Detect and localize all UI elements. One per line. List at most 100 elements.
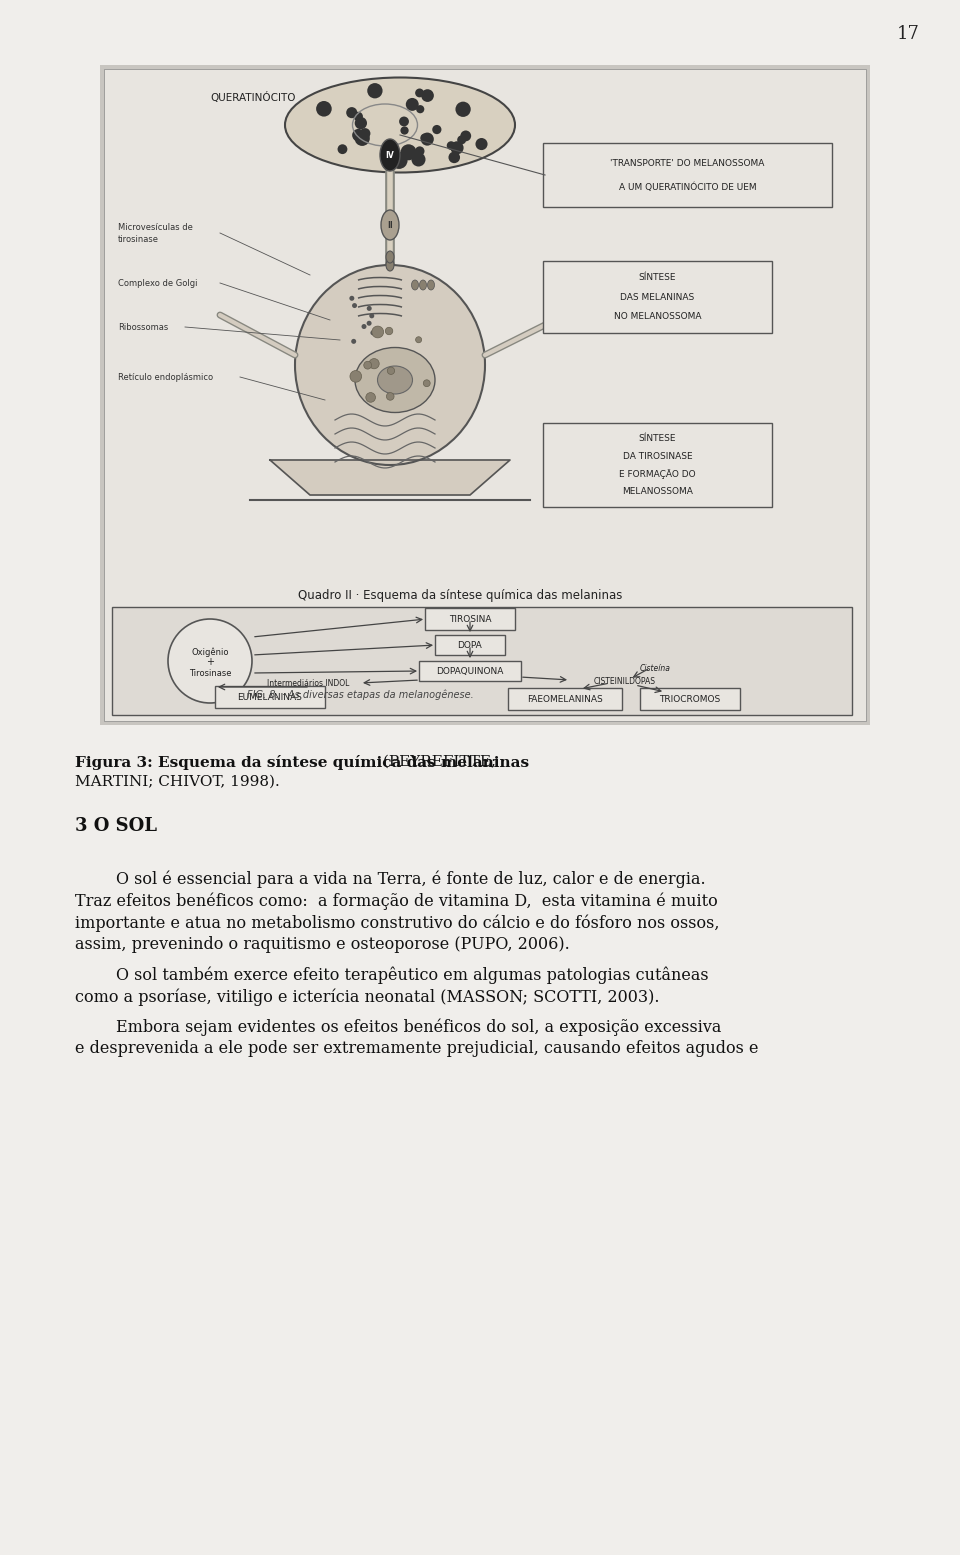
Circle shape: [385, 327, 393, 334]
Text: 'TRANSPORTE' DO MELANOSSOMA: 'TRANSPORTE' DO MELANOSSOMA: [611, 159, 765, 168]
Text: Oxigênio: Oxigênio: [191, 647, 228, 656]
Circle shape: [366, 392, 375, 403]
Circle shape: [416, 106, 424, 114]
Circle shape: [338, 145, 348, 154]
Text: DOPA: DOPA: [458, 641, 482, 650]
Ellipse shape: [355, 347, 435, 412]
Text: TIROSINA: TIROSINA: [448, 614, 492, 624]
FancyBboxPatch shape: [543, 423, 772, 507]
Text: +: +: [206, 658, 214, 667]
FancyBboxPatch shape: [435, 634, 505, 655]
Circle shape: [350, 370, 362, 383]
Ellipse shape: [295, 264, 485, 465]
Text: FIG. 8. · As diversas etapas da melanogênese.: FIG. 8. · As diversas etapas da melanogê…: [247, 690, 473, 700]
Circle shape: [432, 124, 442, 134]
Text: tirosinase: tirosinase: [118, 235, 159, 244]
Text: (PEYREFITTE;: (PEYREFITTE;: [377, 756, 495, 770]
Circle shape: [367, 306, 372, 311]
Text: II: II: [387, 221, 393, 230]
Circle shape: [353, 112, 363, 121]
Circle shape: [412, 152, 425, 166]
Text: TRIOCROMOS: TRIOCROMOS: [660, 695, 721, 703]
Text: Quadro II · Esquema da síntese química das melaninas: Quadro II · Esquema da síntese química d…: [298, 588, 622, 602]
Text: Retículo endoplásmico: Retículo endoplásmico: [118, 373, 213, 381]
Text: DAS MELANINAS: DAS MELANINAS: [620, 292, 695, 302]
Circle shape: [391, 152, 408, 169]
Circle shape: [352, 129, 365, 142]
Circle shape: [416, 337, 421, 342]
Ellipse shape: [386, 260, 394, 271]
Text: Figura 3: Esquema da síntese química das melaninas: Figura 3: Esquema da síntese química das…: [75, 756, 529, 770]
FancyBboxPatch shape: [543, 143, 832, 207]
Text: IV: IV: [386, 151, 395, 160]
Text: Complexo de Golgi: Complexo de Golgi: [118, 278, 198, 288]
Circle shape: [457, 135, 467, 145]
Circle shape: [450, 142, 464, 154]
Text: CISTEINILDOPAS: CISTEINILDOPAS: [594, 676, 656, 686]
Text: SÍNTESE: SÍNTESE: [638, 434, 676, 443]
Circle shape: [354, 117, 367, 129]
Text: FAEOMELANINAS: FAEOMELANINAS: [527, 695, 603, 703]
FancyBboxPatch shape: [425, 608, 515, 630]
Polygon shape: [270, 460, 510, 494]
Circle shape: [475, 138, 488, 151]
Text: O sol é essencial para a vida na Terra, é fonte de luz, calor e de energia.: O sol é essencial para a vida na Terra, …: [75, 869, 706, 888]
Text: 17: 17: [898, 25, 920, 44]
Text: Ribossomas: Ribossomas: [118, 322, 168, 331]
Text: NO MELANOSSOMA: NO MELANOSSOMA: [613, 313, 701, 320]
Circle shape: [406, 98, 419, 110]
Text: Microvesículas de: Microvesículas de: [118, 222, 193, 232]
Text: DOPAQUINONA: DOPAQUINONA: [436, 667, 504, 675]
Circle shape: [420, 134, 429, 142]
Circle shape: [448, 151, 460, 163]
Text: Traz efeitos benéficos como:  a formação de vitamina D,  esta vitamina é muito: Traz efeitos benéficos como: a formação …: [75, 893, 718, 910]
Ellipse shape: [381, 210, 399, 239]
Circle shape: [400, 126, 409, 135]
Circle shape: [362, 323, 367, 330]
Circle shape: [368, 82, 383, 98]
Circle shape: [371, 330, 375, 336]
Ellipse shape: [427, 280, 435, 289]
Circle shape: [415, 146, 424, 156]
Circle shape: [399, 117, 409, 126]
Text: E FORMAÇÃO DO: E FORMAÇÃO DO: [619, 470, 696, 479]
Circle shape: [446, 142, 455, 149]
Text: e desprevenida a ele pode ser extremamente prejudicial, causando efeitos agudos : e desprevenida a ele pode ser extremamen…: [75, 1040, 758, 1057]
Circle shape: [455, 101, 470, 117]
Text: A UM QUERATINÓCITO DE UEM: A UM QUERATINÓCITO DE UEM: [618, 182, 756, 191]
Ellipse shape: [412, 280, 419, 289]
Text: assim, prevenindo o raquitismo e osteoporose (PUPO, 2006).: assim, prevenindo o raquitismo e osteopo…: [75, 936, 569, 953]
Circle shape: [347, 107, 357, 118]
Circle shape: [360, 128, 371, 138]
Circle shape: [316, 101, 332, 117]
Circle shape: [400, 145, 417, 160]
Text: MARTINI; CHIVOT, 1998).: MARTINI; CHIVOT, 1998).: [75, 774, 279, 788]
Circle shape: [349, 295, 354, 300]
Circle shape: [369, 359, 379, 369]
Ellipse shape: [377, 365, 413, 393]
FancyBboxPatch shape: [112, 606, 852, 715]
Circle shape: [461, 131, 471, 142]
Text: DA TIROSINASE: DA TIROSINASE: [623, 451, 692, 460]
Text: Intermediários INDOL: Intermediários INDOL: [267, 678, 349, 687]
Circle shape: [415, 89, 424, 98]
Circle shape: [367, 320, 372, 325]
Ellipse shape: [420, 280, 426, 289]
Circle shape: [372, 327, 384, 337]
FancyBboxPatch shape: [100, 65, 870, 725]
Text: SÍNTESE: SÍNTESE: [638, 274, 676, 281]
Text: importante e atua no metabolismo construtivo do cálcio e do fósforo nos ossos,: importante e atua no metabolismo constru…: [75, 914, 719, 931]
Circle shape: [354, 131, 370, 146]
Ellipse shape: [386, 250, 394, 263]
Text: Embora sejam evidentes os efeitos benéficos do sol, a exposição excessiva: Embora sejam evidentes os efeitos benéfi…: [75, 1019, 721, 1036]
Circle shape: [168, 619, 252, 703]
Circle shape: [421, 89, 434, 103]
Circle shape: [387, 392, 394, 400]
FancyBboxPatch shape: [104, 68, 866, 722]
Circle shape: [370, 314, 374, 319]
FancyBboxPatch shape: [543, 261, 772, 333]
Circle shape: [351, 339, 356, 344]
FancyBboxPatch shape: [419, 661, 521, 681]
Circle shape: [352, 303, 357, 308]
Circle shape: [423, 379, 430, 387]
